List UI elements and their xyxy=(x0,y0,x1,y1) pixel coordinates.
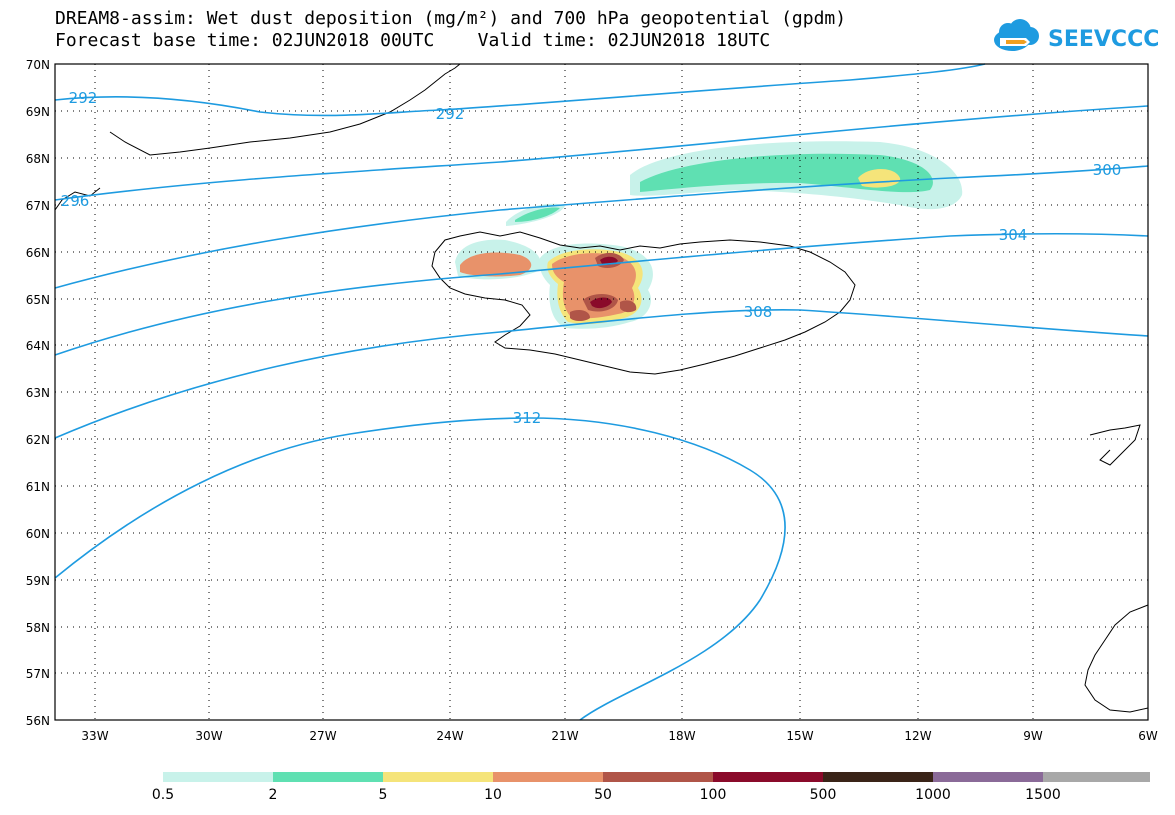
colorbar-swatch xyxy=(163,772,273,782)
cloud-icon xyxy=(994,19,1039,51)
contour-label: 312 xyxy=(513,409,542,427)
lon-label: 12W xyxy=(904,729,931,743)
lon-label: 27W xyxy=(309,729,336,743)
lat-label: 56N xyxy=(26,714,50,728)
longitude-labels: 33W 30W 27W 24W 21W 18W 15W 12W 9W 6W xyxy=(81,729,1157,743)
colorbar-swatch xyxy=(383,772,493,782)
lat-label: 63N xyxy=(26,386,50,400)
lat-label: 62N xyxy=(26,433,50,447)
colorbar-swatch xyxy=(493,772,603,782)
latitude-labels: 70N 69N 68N 67N 66N 65N 64N 63N 62N 61N … xyxy=(26,58,50,728)
contour-label: 296 xyxy=(61,192,90,210)
iceland-coast xyxy=(431,231,856,375)
lat-label: 69N xyxy=(26,105,50,119)
lat-label: 66N xyxy=(26,246,50,260)
lat-label: 65N xyxy=(26,293,50,307)
colorbar-label: 1500 xyxy=(1025,787,1061,803)
graticule xyxy=(55,64,1148,720)
lon-label: 9W xyxy=(1023,729,1043,743)
contour-label: 292 xyxy=(69,89,98,107)
lat-label: 67N xyxy=(26,199,50,213)
colorbar-label: 10 xyxy=(484,787,502,803)
lat-label: 60N xyxy=(26,527,50,541)
colorbar-swatch xyxy=(603,772,713,782)
lat-label: 68N xyxy=(26,152,50,166)
geopotential-contours xyxy=(54,63,1149,721)
colorbar-label: 0.5 xyxy=(152,787,174,803)
colorbar-swatch xyxy=(933,772,1043,782)
map-frame xyxy=(54,63,1149,721)
map-subtitle: Forecast base time: 02JUN2018 00UTC Vali… xyxy=(55,30,771,51)
lat-label: 57N xyxy=(26,667,50,681)
lon-label: 24W xyxy=(436,729,463,743)
lat-label: 64N xyxy=(26,339,50,353)
colorbar-swatch xyxy=(823,772,933,782)
colorbar-label: 1000 xyxy=(915,787,951,803)
logo-text: SEEVCCC xyxy=(1048,27,1159,52)
colorbar-swatch xyxy=(713,772,823,782)
colorbar-swatch xyxy=(273,772,383,782)
lon-label: 33W xyxy=(81,729,108,743)
lat-label: 59N xyxy=(26,574,50,588)
coastlines xyxy=(54,63,1149,713)
lon-label: 15W xyxy=(786,729,813,743)
lon-label: 18W xyxy=(668,729,695,743)
lon-label: 21W xyxy=(551,729,578,743)
contour-label: 304 xyxy=(999,226,1028,244)
colorbar-label: 5 xyxy=(379,787,388,803)
contour-label: 300 xyxy=(1093,161,1122,179)
seevccc-logo: SEEVCCC xyxy=(994,19,1159,52)
colorbar-label: 2 xyxy=(269,787,278,803)
lat-label: 61N xyxy=(26,480,50,494)
colorbar-label: 100 xyxy=(700,787,727,803)
lat-label: 70N xyxy=(26,58,50,72)
lon-label: 30W xyxy=(195,729,222,743)
lon-label: 6W xyxy=(1138,729,1158,743)
colorbar-swatch xyxy=(1043,772,1150,782)
colorbar-label: 500 xyxy=(810,787,837,803)
colorbar-label: 50 xyxy=(594,787,612,803)
contour-label: 292 xyxy=(436,105,465,123)
lat-label: 58N xyxy=(26,621,50,635)
colorbar: 0.5 2 5 10 50 100 500 1000 1500 xyxy=(152,772,1150,803)
contour-label: 308 xyxy=(744,303,773,321)
contour-labels: 292 292 296 300 304 308 312 xyxy=(61,89,1122,427)
map-title: DREAM8-assim: Wet dust deposition (mg/m²… xyxy=(55,8,847,29)
